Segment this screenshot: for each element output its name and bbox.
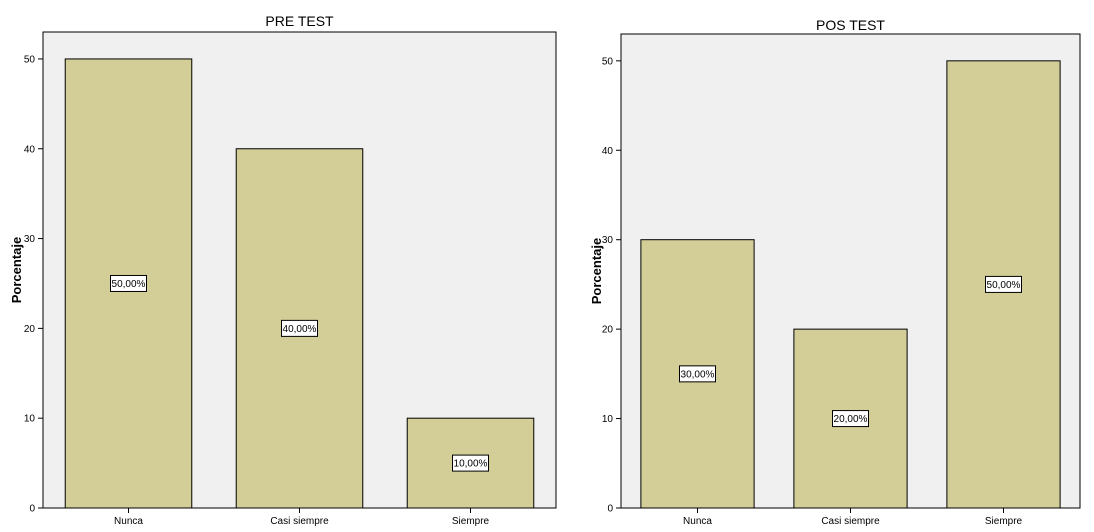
x-tick-label: Nunca	[683, 516, 712, 527]
data-label: 30,00%	[681, 369, 715, 380]
y-tick-label: 20	[602, 325, 614, 336]
data-label: 50,00%	[112, 279, 146, 290]
x-tick-label: Casi siempre	[270, 516, 329, 527]
x-tick-label: Siempre	[452, 516, 490, 527]
y-tick-label: 30	[602, 235, 614, 246]
data-label-box	[985, 275, 1022, 293]
y-tick-label: 0	[29, 504, 35, 515]
y-tick-label: 40	[602, 146, 614, 157]
data-label-box	[281, 319, 318, 337]
x-tick-label: Casi siempre	[821, 516, 880, 527]
y-tick-label: 0	[607, 504, 613, 515]
data-label-box	[679, 365, 716, 383]
x-tick-label: Siempre	[985, 516, 1023, 527]
chart-title: PRE TEST	[265, 13, 334, 29]
data-label: 10,00%	[454, 459, 488, 470]
y-tick-label: 10	[24, 414, 36, 425]
data-label-box	[452, 454, 489, 472]
y-tick-label: 50	[24, 54, 36, 65]
y-tick-label: 10	[602, 414, 614, 425]
data-label-box	[110, 274, 147, 292]
y-tick-label: 30	[24, 234, 36, 245]
y-tick-label: 40	[24, 144, 36, 155]
data-label: 50,00%	[987, 280, 1021, 291]
y-axis-label: Porcentaje	[589, 238, 604, 304]
data-label: 20,00%	[834, 414, 868, 425]
y-tick-label: 20	[24, 324, 36, 335]
y-tick-label: 50	[602, 56, 614, 67]
x-tick-label: Nunca	[114, 516, 143, 527]
chart-panel-2: POS TEST Porcentaje 0 10 20 30 40 50 Nunca 30,00%…	[589, 17, 1081, 527]
chart-title: POS TEST	[816, 17, 885, 33]
y-axis-label: Porcentaje	[9, 237, 24, 303]
data-label: 40,00%	[283, 324, 317, 335]
chart-panel-1: PRE TEST Porcentaje 0 10 20 30 40 50 Nunca 50,00%…	[9, 13, 557, 527]
data-label-box	[832, 410, 869, 428]
